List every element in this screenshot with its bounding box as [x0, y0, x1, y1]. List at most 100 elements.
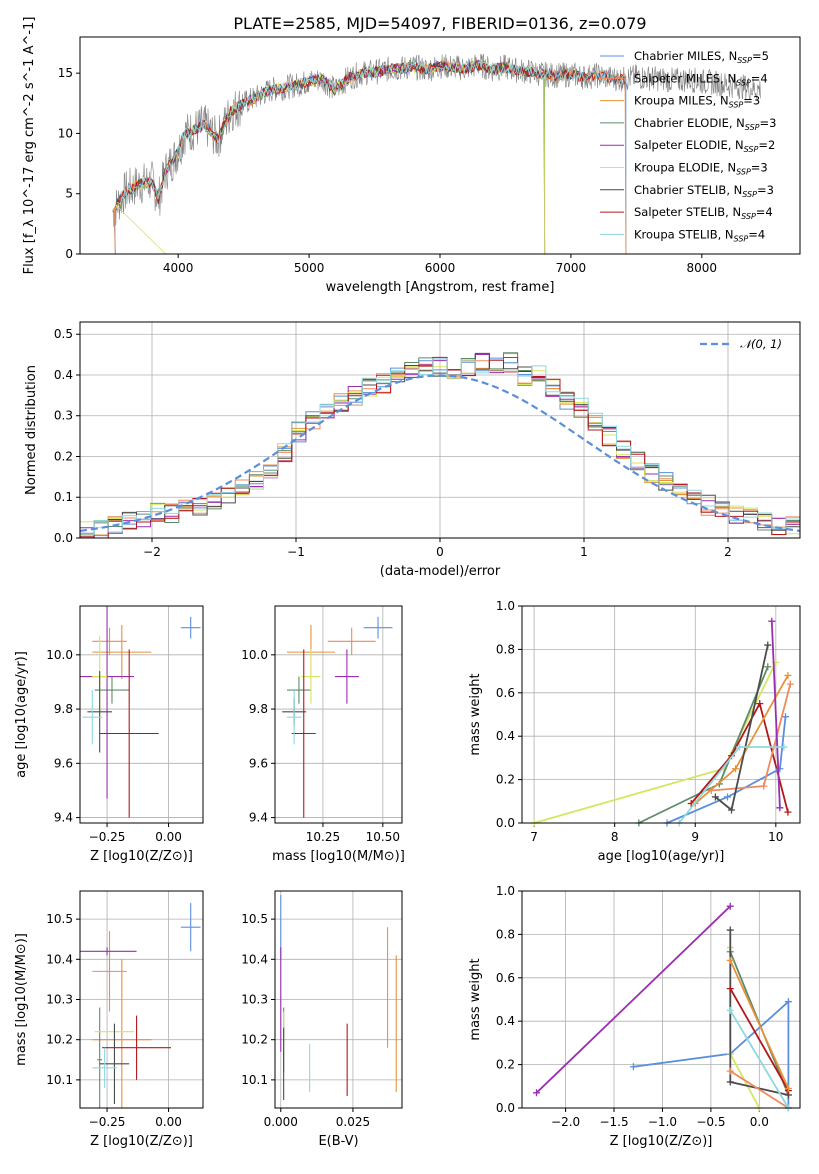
- data-point-salpeter-stelib: [99, 649, 159, 818]
- data-point-salpeter-elodie: [80, 947, 137, 956]
- plus-marker: [726, 1006, 734, 1014]
- plus-marker: [728, 806, 736, 814]
- legend-label: Chabrier STELIB, NSSP=3: [634, 183, 774, 199]
- plus-marker: [786, 680, 794, 688]
- axes-frame: [79, 36, 801, 255]
- y-tick-label: 0.0: [496, 816, 515, 830]
- y-tick-label: 0.5: [54, 327, 73, 341]
- legend-label: Kroupa STELIB, NSSP=4: [634, 227, 765, 243]
- data-point-chabrier-stelib: [87, 671, 112, 753]
- data-point-kroupa-miles: [92, 624, 152, 680]
- weight-line: [666, 716, 787, 824]
- x-tick-label: 7: [530, 830, 538, 844]
- legend-label: 𝒩(0, 1): [740, 337, 782, 351]
- weight-line: [729, 1070, 789, 1109]
- legend-label: Kroupa MILES, NSSP=3: [634, 94, 760, 110]
- x-tick-label: 4000: [163, 261, 194, 275]
- x-tick-label: −1.0: [648, 1115, 677, 1129]
- age-mass-chart: 10.25 10.50 9.4 9.6 9.8 10.0 mass [log10(M/M⊙)…: [241, 605, 405, 864]
- y-tick-label: 0.8: [496, 642, 515, 656]
- x-tick-label: −1: [287, 545, 305, 559]
- model-spectrum-chabrier-miles: [113, 59, 627, 254]
- weight-line: [714, 644, 769, 812]
- y-tick-label: 10.4: [241, 952, 268, 966]
- y-tick-label: 10.3: [241, 993, 268, 1007]
- spectrum-chart: 4000 5000 6000 7000 8000 0 5 10 15 wavelength [An…: [22, 17, 801, 295]
- y-tick-label: 9.8: [54, 702, 73, 716]
- weight-series-chabrier-elodie: [635, 663, 772, 827]
- weight-line: [729, 1009, 790, 1109]
- x-tick-label: −2: [143, 545, 161, 559]
- y-axis-label: Normed distribution: [24, 365, 39, 495]
- legend-label: Kroupa ELODIE, NSSP=3: [634, 161, 768, 177]
- x-tick-label: 10: [768, 830, 783, 844]
- y-tick-label: 15: [58, 66, 73, 80]
- y-tick-label: 10.1: [46, 1073, 73, 1087]
- spectrum-legend: Chabrier MILES, NSSP=5 Salpeter MILES, NS…: [600, 49, 776, 243]
- data-point-salpeter-miles: [327, 627, 376, 655]
- axes-frame: [79, 890, 204, 1109]
- plus-marker: [732, 765, 740, 773]
- model-spectrum-salpeter-miles: [114, 59, 627, 254]
- data-point-kroupa-stelib: [92, 1047, 117, 1088]
- plus-marker: [764, 641, 772, 649]
- plus-marker: [711, 793, 719, 801]
- y-tick-label: 10.1: [241, 1073, 268, 1087]
- y-axis-label: mass weight: [468, 958, 483, 1040]
- figure-title: PLATE=2585, MJD=54097, FIBERID=0136, z=0…: [233, 14, 646, 33]
- y-tick-label: 0.2: [496, 1058, 515, 1072]
- x-tick-label: 5000: [294, 261, 325, 275]
- data-point-salpeter-stelib: [291, 649, 316, 818]
- mass-ebv-chart: 0.000 0.025 10.1 10.2 10.3 10.4 10.5 E(B-V): [241, 890, 403, 1149]
- error-bars: [80, 606, 201, 818]
- x-tick-label: −0.25: [89, 1115, 126, 1129]
- plus-marker: [784, 671, 792, 679]
- x-axis-label: (data-model)/error: [380, 564, 501, 579]
- x-tick-label: 8: [611, 830, 619, 844]
- mass-z-chart: −0.25 0.00 10.1 10.2 10.3 10.4 10.5 Z [log10(Z/…: [14, 890, 204, 1149]
- y-axis-label: age [log10(age/yr)]: [14, 651, 29, 778]
- y-tick-label: 10.5: [241, 912, 268, 926]
- weight-series-kroupa-miles: [726, 956, 792, 1092]
- histogram-lines: [80, 352, 800, 538]
- weight-lines: [533, 902, 792, 1112]
- data-point-chabrier-miles: [180, 616, 201, 639]
- y-tick-label: 9.4: [54, 811, 73, 825]
- x-tick-label: −0.25: [89, 830, 126, 844]
- data-point-salpeter-elodie: [334, 649, 359, 704]
- plus-marker: [776, 804, 784, 812]
- y-tick-label: 0.0: [54, 531, 73, 545]
- normal-curve: [80, 374, 800, 532]
- weight-line: [729, 988, 790, 1092]
- axes-frame: [521, 890, 801, 1109]
- weight-line: [729, 960, 790, 1089]
- data-point-salpeter-stelib: [102, 1015, 172, 1080]
- spectrum-lines: [112, 53, 761, 254]
- plus-marker: [780, 743, 788, 751]
- x-tick-label: 0.00: [155, 1115, 182, 1129]
- weight-line: [690, 701, 789, 813]
- error-bars: [80, 903, 201, 1108]
- y-axis-label: mass [log10(M/M⊙)]: [14, 933, 29, 1066]
- y-tick-label: 0.4: [496, 729, 515, 743]
- y-tick-label: 9.6: [249, 756, 268, 770]
- plus-marker: [768, 617, 776, 625]
- axes-frame: [79, 605, 204, 824]
- y-tick-label: 0.6: [496, 971, 515, 985]
- weight-lines: [530, 617, 794, 827]
- plus-marker: [629, 1063, 637, 1071]
- y-tick-label: 0: [65, 247, 73, 261]
- x-tick-label: −1.5: [599, 1115, 628, 1129]
- y-tick-label: 10.0: [241, 648, 268, 662]
- plus-marker: [726, 985, 734, 993]
- data-point-chabrier-elodie: [94, 676, 130, 704]
- x-axis-label: Z [log10(Z/Z⊙)]: [90, 1134, 193, 1149]
- legend-label: Chabrier ELODIE, NSSP=3: [634, 116, 776, 132]
- legend-label: Salpeter ELODIE, NSSP=2: [634, 138, 775, 154]
- x-axis-label: wavelength [Angstrom, rest frame]: [326, 280, 555, 295]
- model-spectrum-kroupa-stelib: [117, 60, 626, 205]
- weight-series-chabrier-stelib: [711, 641, 772, 814]
- data-point-kroupa-stelib: [82, 690, 103, 745]
